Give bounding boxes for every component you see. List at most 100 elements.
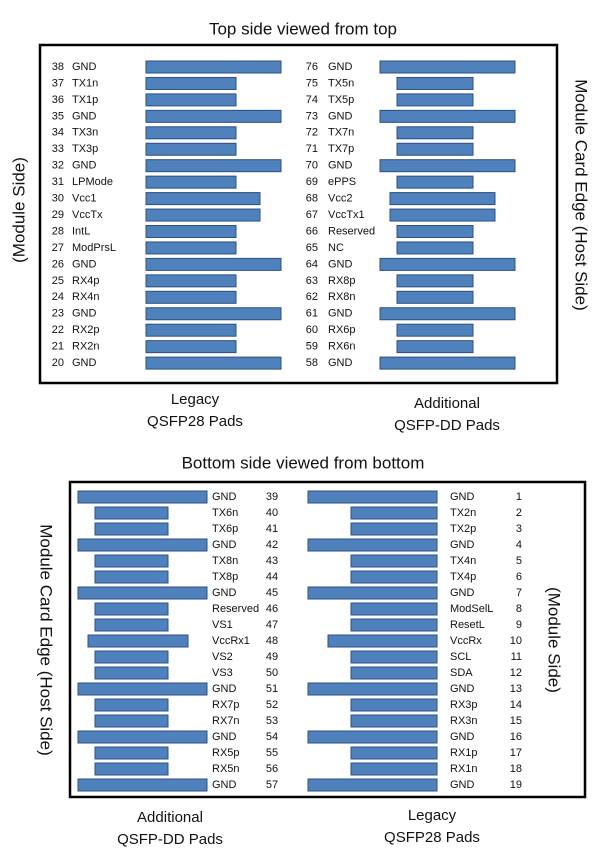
pad-name: VS2	[212, 651, 233, 663]
pad-contact	[145, 159, 282, 173]
pad-name: RX3n	[450, 715, 478, 727]
pad-contact	[350, 618, 438, 632]
pad-contact	[77, 538, 208, 552]
pad-name: TX2n	[450, 507, 476, 519]
column-caption: Legacy	[171, 391, 220, 408]
pad-name: Reserved	[212, 603, 259, 615]
pad-contact	[94, 698, 169, 712]
pad-number: 29	[52, 209, 64, 221]
pad-contact	[350, 746, 438, 760]
pad-number: 8	[516, 603, 522, 615]
pad-number: 6	[516, 571, 522, 583]
pad-contact	[396, 290, 474, 304]
pad-contact	[350, 570, 438, 584]
pad-name: GND	[72, 160, 97, 172]
pad-number: 19	[510, 779, 522, 791]
pad-number: 76	[306, 61, 318, 73]
pad-contact	[396, 93, 474, 107]
pad-contact	[307, 538, 438, 552]
pad-name: ModSelL	[450, 603, 493, 615]
pad-contact	[94, 618, 169, 632]
pad-name: TX7n	[328, 127, 354, 139]
column-caption: QSFP-DD Pads	[394, 417, 500, 434]
pad-name: RX8n	[328, 291, 356, 303]
pad-name: RX8p	[328, 275, 356, 287]
pad-contact	[145, 93, 237, 107]
pad-contact	[396, 241, 474, 255]
pad-number: 56	[266, 763, 278, 775]
pad-name: TX8p	[212, 571, 238, 583]
side-label: Module Card Edge (Host Side)	[572, 79, 591, 311]
pad-name: GND	[328, 160, 353, 172]
pad-name: VS3	[212, 667, 233, 679]
pad-contact	[145, 142, 237, 156]
pad-contact	[145, 257, 282, 271]
column-caption: QSFP28 Pads	[147, 413, 243, 430]
pad-number: 25	[52, 275, 64, 287]
pad-contact	[307, 586, 438, 600]
pad-contact	[145, 76, 237, 90]
pad-name: ModPrsL	[72, 242, 116, 254]
pad-name: RX6n	[328, 341, 356, 353]
pad-name: ePPS	[328, 176, 356, 188]
pad-contact	[396, 340, 474, 354]
pad-name: RX5p	[212, 747, 240, 759]
pad-name: NC	[328, 242, 344, 254]
pad-number: 38	[52, 61, 64, 73]
pad-number: 16	[510, 731, 522, 743]
pad-name: GND	[212, 491, 237, 503]
pad-number: 37	[52, 77, 64, 89]
pad-number: 63	[306, 275, 318, 287]
pad-name: VccRx	[450, 635, 482, 647]
pad-number: 5	[516, 555, 522, 567]
pad-contact	[145, 192, 261, 206]
pad-number: 22	[52, 324, 64, 336]
pad-contact	[77, 586, 208, 600]
column-caption: Legacy	[408, 807, 457, 824]
pad-name: TX6n	[212, 507, 238, 519]
pad-number: 2	[516, 507, 522, 519]
pad-number: 17	[510, 747, 522, 759]
pad-name: TX3n	[72, 127, 98, 139]
pad-name: ResetL	[450, 619, 485, 631]
pad-number: 39	[266, 491, 278, 503]
pad-number: 40	[266, 507, 278, 519]
pad-number: 49	[266, 651, 278, 663]
column-caption: Additional	[414, 395, 480, 412]
pad-name: VccTx	[72, 209, 103, 221]
pad-contact	[145, 356, 282, 370]
pad-contact	[145, 175, 237, 189]
panel-frame	[68, 480, 587, 799]
pad-contact	[94, 650, 169, 664]
pad-name: Vcc2	[328, 193, 352, 205]
pad-contact	[145, 323, 237, 337]
pad-number: 36	[52, 94, 64, 106]
pad-name: GND	[212, 539, 237, 551]
pad-number: 21	[52, 341, 64, 353]
pad-contact	[379, 307, 516, 321]
pad-number: 1	[516, 491, 522, 503]
column-caption: Additional	[137, 809, 203, 826]
pad-number: 60	[306, 324, 318, 336]
pad-name: TX4p	[450, 571, 476, 583]
pad-name: TX3p	[72, 143, 98, 155]
pad-number: 44	[266, 571, 278, 583]
pad-contact	[145, 340, 237, 354]
pad-name: GND	[72, 110, 97, 122]
pad-number: 68	[306, 193, 318, 205]
pad-number: 41	[266, 523, 278, 535]
pad-name: SCL	[450, 651, 471, 663]
pad-name: TX1n	[72, 77, 98, 89]
pad-number: 50	[266, 667, 278, 679]
pad-number: 70	[306, 160, 318, 172]
pad-number: 74	[306, 94, 318, 106]
pad-number: 14	[510, 699, 522, 711]
pad-name: VS1	[212, 619, 233, 631]
pad-number: 64	[306, 258, 318, 270]
pad-contact	[379, 356, 516, 370]
pad-number: 54	[266, 731, 278, 743]
pad-number: 31	[52, 176, 64, 188]
column-caption: QSFP-DD Pads	[117, 831, 223, 848]
panel-title: Bottom side viewed from bottom	[182, 453, 425, 472]
side-label: (Module Side)	[9, 157, 28, 263]
